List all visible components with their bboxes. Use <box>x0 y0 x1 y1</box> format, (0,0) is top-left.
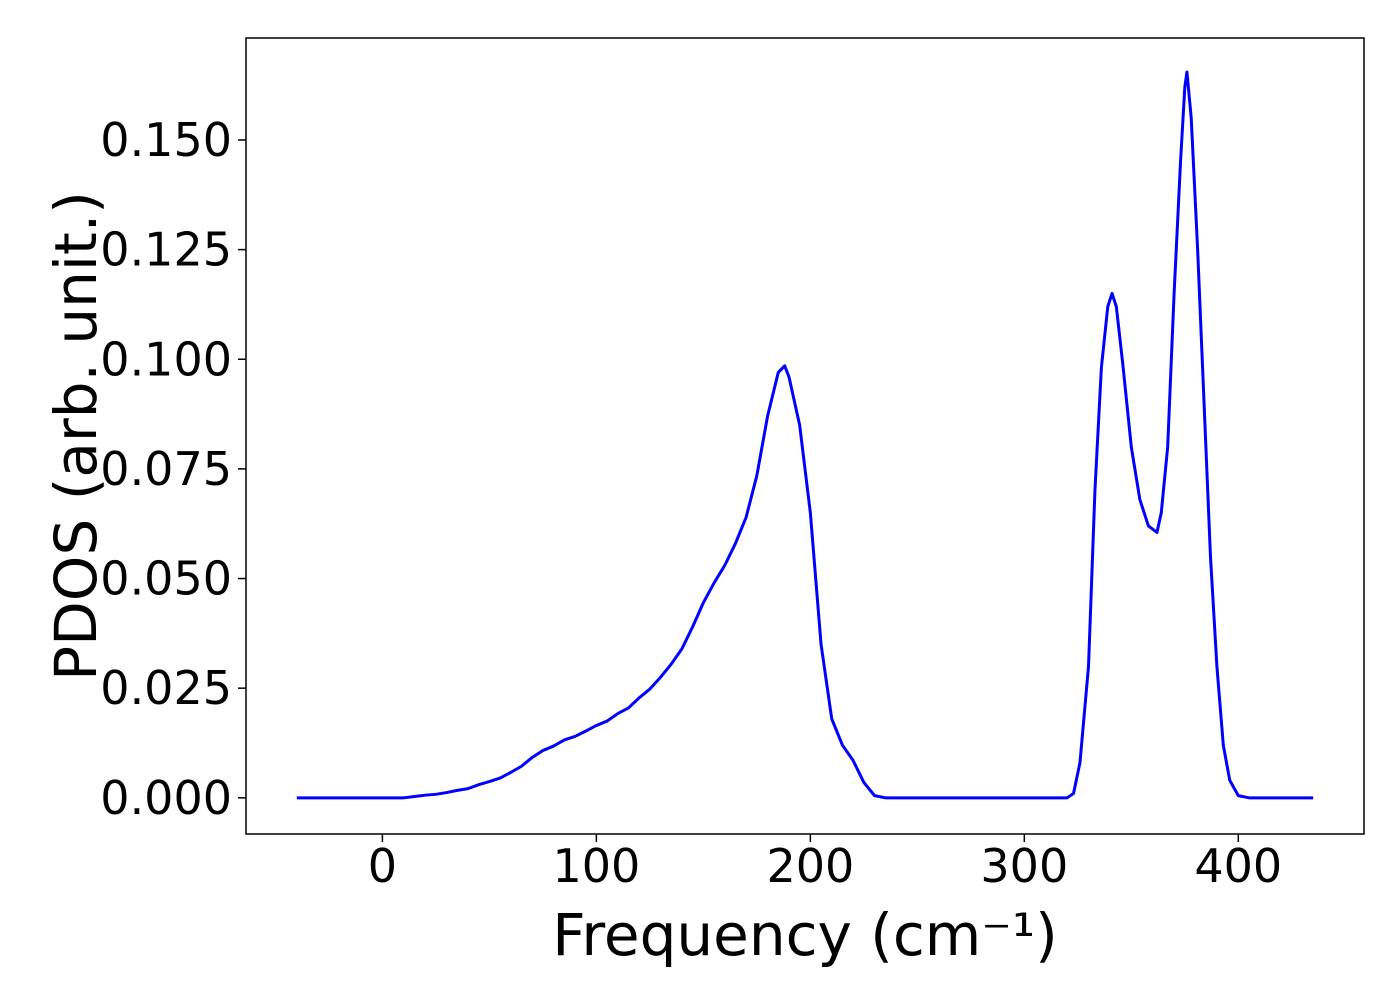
y-tick-label: 0.000 <box>100 771 232 825</box>
x-tick-label: 400 <box>1194 839 1282 893</box>
plot-frame <box>245 37 1365 835</box>
y-tick-label: 0.100 <box>100 332 232 386</box>
pdos-line <box>296 70 1314 800</box>
y-axis-label: PDOS (arb. unit.) <box>42 191 110 681</box>
x-tick-label: 300 <box>980 839 1068 893</box>
x-tick-label: 100 <box>552 839 640 893</box>
y-tick-label: 0.125 <box>100 223 232 277</box>
x-axis-label: Frequency (cm⁻¹) <box>552 901 1058 969</box>
y-tick-label: 0.075 <box>100 442 232 496</box>
y-tick-label: 0.050 <box>100 552 232 606</box>
y-tick-label: 0.150 <box>100 113 232 167</box>
x-tick-label: 0 <box>368 839 397 893</box>
y-tick-label: 0.025 <box>100 661 232 715</box>
x-tick-label: 200 <box>766 839 854 893</box>
